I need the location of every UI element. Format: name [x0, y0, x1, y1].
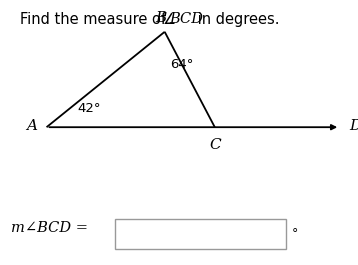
Text: C: C: [209, 138, 221, 152]
Text: ∠: ∠: [163, 12, 176, 27]
Text: °: °: [292, 227, 298, 240]
Text: A: A: [26, 119, 38, 133]
Text: B: B: [155, 11, 167, 25]
Text: BCD: BCD: [169, 12, 203, 26]
Text: Find the measure of: Find the measure of: [20, 12, 170, 27]
Text: D: D: [349, 119, 358, 133]
Text: m∠BCD =: m∠BCD =: [11, 221, 88, 235]
Bar: [115, 219, 286, 249]
Text: in degrees.: in degrees.: [193, 12, 279, 27]
Text: 64°: 64°: [170, 58, 193, 71]
Text: 42°: 42°: [77, 102, 101, 115]
